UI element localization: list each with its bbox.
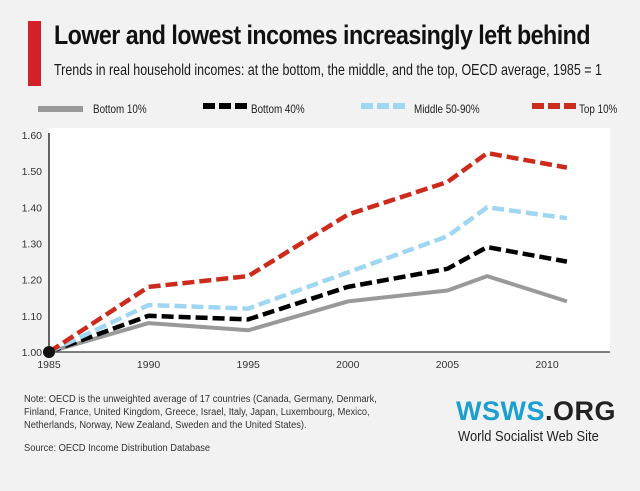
y-tick-label: 1.30 [22,239,43,251]
legend-label: Middle 50-90% [414,102,480,116]
plot-area [49,128,610,352]
x-tick-label: 2000 [336,359,360,371]
legend-label: Bottom 10% [93,102,147,116]
y-tick-label: 1.60 [22,130,43,142]
legend-swatch [532,103,577,109]
footnote: Note: OECD is the unweighted average of … [24,394,377,431]
series-layer [47,150,568,355]
logo-tagline: World Socialist Web Site [458,428,599,445]
y-tick-label: 1.10 [22,311,43,323]
logo-brand-suffix: .ORG [545,396,617,426]
x-tick-label: 1985 [37,359,61,371]
x-tick-label: 1990 [137,359,161,371]
origin-marker [43,346,55,358]
legend-label: Top 10% [579,102,618,116]
y-tick-label: 1.50 [22,166,43,178]
logo-brand-main: WSWS [456,396,545,426]
legend-swatch [361,103,406,109]
source-note: Source: OECD Income Distribution Databas… [24,443,211,454]
legend-swatch [38,106,83,112]
x-tick-label: 1995 [237,359,261,371]
legend-swatch [203,103,248,109]
legend: Bottom 10% Bottom 40% Middle 50-90% Top … [0,98,640,122]
y-tick-label: 1.40 [22,202,43,214]
y-tick-label: 1.00 [22,347,43,359]
chart-subtitle: Trends in real household incomes: at the… [54,62,602,79]
chart-title: Lower and lowest incomes increasingly le… [54,20,591,50]
x-tick-label: 2005 [436,359,460,371]
x-tick-labels: 1985 1990 1995 2000 2005 2010 [37,359,559,371]
wsws-logo[interactable]: WSWS.ORG [456,396,616,427]
title-accent-bar [28,21,41,86]
y-tick-labels: 1.00 1.10 1.20 1.30 1.40 1.50 1.60 [22,130,43,359]
x-tick-label: 2010 [535,359,559,371]
y-tick-label: 1.20 [22,275,43,287]
legend-label: Bottom 40% [251,102,305,116]
